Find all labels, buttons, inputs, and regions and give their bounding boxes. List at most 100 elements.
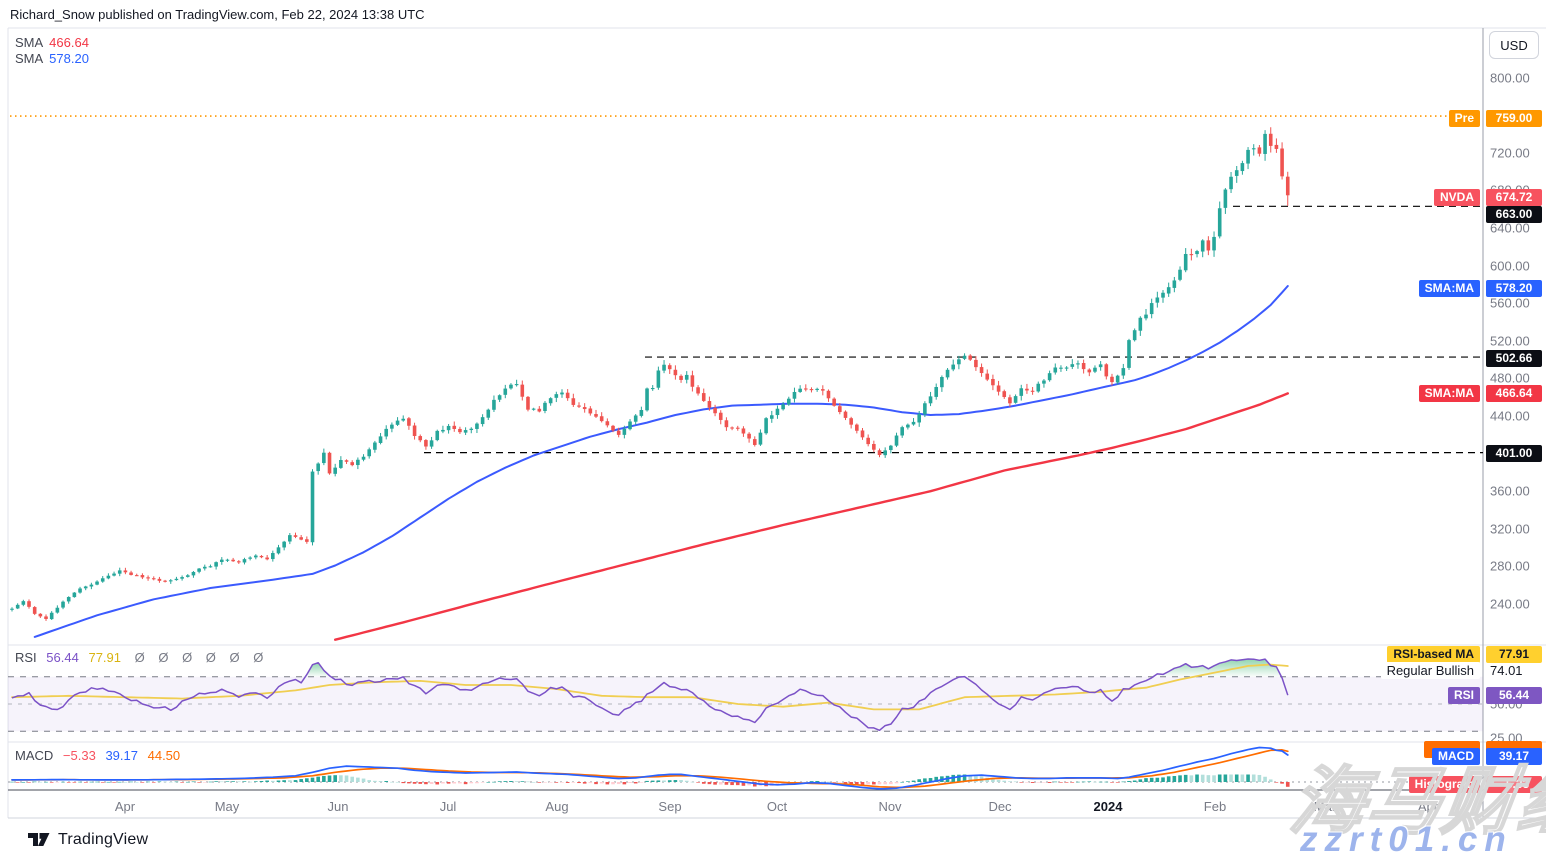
candle: [849, 418, 853, 425]
candle: [821, 389, 825, 391]
rsi-ma-legend-value: 77.91: [88, 650, 122, 665]
tradingview-logo[interactable]: TradingView: [28, 831, 148, 849]
price-axis-tick: 280.00: [1490, 558, 1530, 574]
candle: [327, 452, 332, 474]
price-levels: [10, 115, 1483, 454]
candle: [242, 559, 247, 563]
candle: [214, 562, 218, 567]
sma-slow-legend-value: 466.64: [49, 35, 89, 50]
candle: [276, 547, 281, 554]
candle: [407, 418, 411, 426]
candle: [775, 408, 780, 416]
candle: [1149, 303, 1154, 315]
sma-slow-value-badge: 466.64: [1486, 384, 1542, 402]
panel-borders: [7, 27, 1546, 819]
macd-hist-label-badge: Histogram: [1408, 775, 1480, 793]
candle: [1144, 314, 1148, 319]
candle: [1076, 363, 1080, 365]
candle: [917, 413, 921, 423]
candle: [1127, 340, 1131, 368]
candle: [1138, 317, 1143, 331]
candle: [95, 581, 99, 585]
candle: [378, 436, 383, 443]
candle: [684, 374, 689, 380]
sma-slow-label-badge: SMA:MA: [1418, 384, 1480, 402]
candle: [78, 588, 82, 593]
candle: [486, 409, 491, 418]
candle: [974, 359, 978, 368]
candle: [134, 575, 139, 577]
candle: [305, 539, 309, 542]
candle: [656, 370, 661, 388]
price-axis-tick: 480.00: [1490, 370, 1530, 386]
candle: [27, 601, 31, 607]
tradingview-logo-icon: [28, 833, 50, 846]
sma-fast-label-badge: SMA:MA: [1418, 279, 1480, 297]
price-axis-tick: 800.00: [1490, 70, 1530, 85]
candle: [219, 559, 224, 562]
candle: [860, 430, 865, 438]
candle: [55, 607, 60, 613]
candlestick-series: [10, 127, 1290, 621]
candle: [1132, 330, 1137, 341]
candle: [1240, 163, 1245, 172]
candle: [44, 616, 48, 619]
candle: [662, 364, 666, 371]
candle: [826, 390, 831, 399]
candle: [565, 392, 570, 399]
candle: [469, 428, 474, 431]
candle: [208, 566, 213, 568]
candle: [991, 378, 995, 386]
candle: [838, 406, 842, 413]
candle: [1036, 383, 1041, 392]
candle: [89, 584, 94, 587]
candle: [1013, 396, 1018, 403]
candle: [1251, 148, 1256, 150]
candle: [1047, 373, 1052, 381]
candle: [1257, 147, 1262, 154]
nvda-last-label-badge: NVDA: [1433, 188, 1480, 206]
candle: [741, 428, 746, 434]
price-axis-tick: 640.00: [1490, 220, 1530, 236]
candle: [514, 384, 519, 386]
candle: [123, 570, 128, 573]
candle: [38, 613, 43, 617]
candle: [701, 393, 706, 401]
currency-toggle-button[interactable]: USD: [1489, 31, 1539, 59]
candle: [520, 384, 525, 397]
level-401-value-badge: 401.00: [1486, 444, 1542, 462]
candle: [72, 592, 77, 598]
macd-hist-legend-value: −5.33: [62, 748, 96, 763]
candle: [429, 440, 434, 447]
time-axis-label-oct: Oct: [766, 799, 788, 814]
candle: [866, 437, 870, 445]
time-axis-label-may: May: [214, 799, 240, 814]
sma-slow-legend-label: SMA: [15, 35, 44, 50]
price-axis-tick: 320.00: [1490, 521, 1530, 537]
candle: [395, 420, 400, 425]
candle: [185, 575, 190, 577]
candle: [1070, 364, 1075, 367]
sma-50-line: [33, 285, 1289, 638]
candle: [554, 394, 559, 398]
rsi-hidden-values: Ø Ø Ø Ø Ø Ø: [134, 650, 269, 665]
candle: [747, 433, 751, 439]
candle: [180, 577, 184, 579]
candle: [786, 398, 791, 405]
candle: [1104, 364, 1109, 377]
candle: [877, 450, 882, 456]
main-legend: SMA 466.64 SMA 578.20: [15, 35, 89, 67]
candle: [911, 421, 916, 425]
candle: [809, 389, 814, 391]
macd-line: [11, 746, 1289, 790]
candle: [1121, 368, 1126, 376]
premarket-label-badge: Pre: [1448, 109, 1480, 127]
candle: [804, 388, 808, 390]
macd-line-legend-value: 39.17: [105, 748, 138, 763]
candle: [418, 436, 423, 441]
candle: [463, 430, 468, 433]
candle: [599, 416, 604, 422]
candle: [594, 414, 598, 417]
